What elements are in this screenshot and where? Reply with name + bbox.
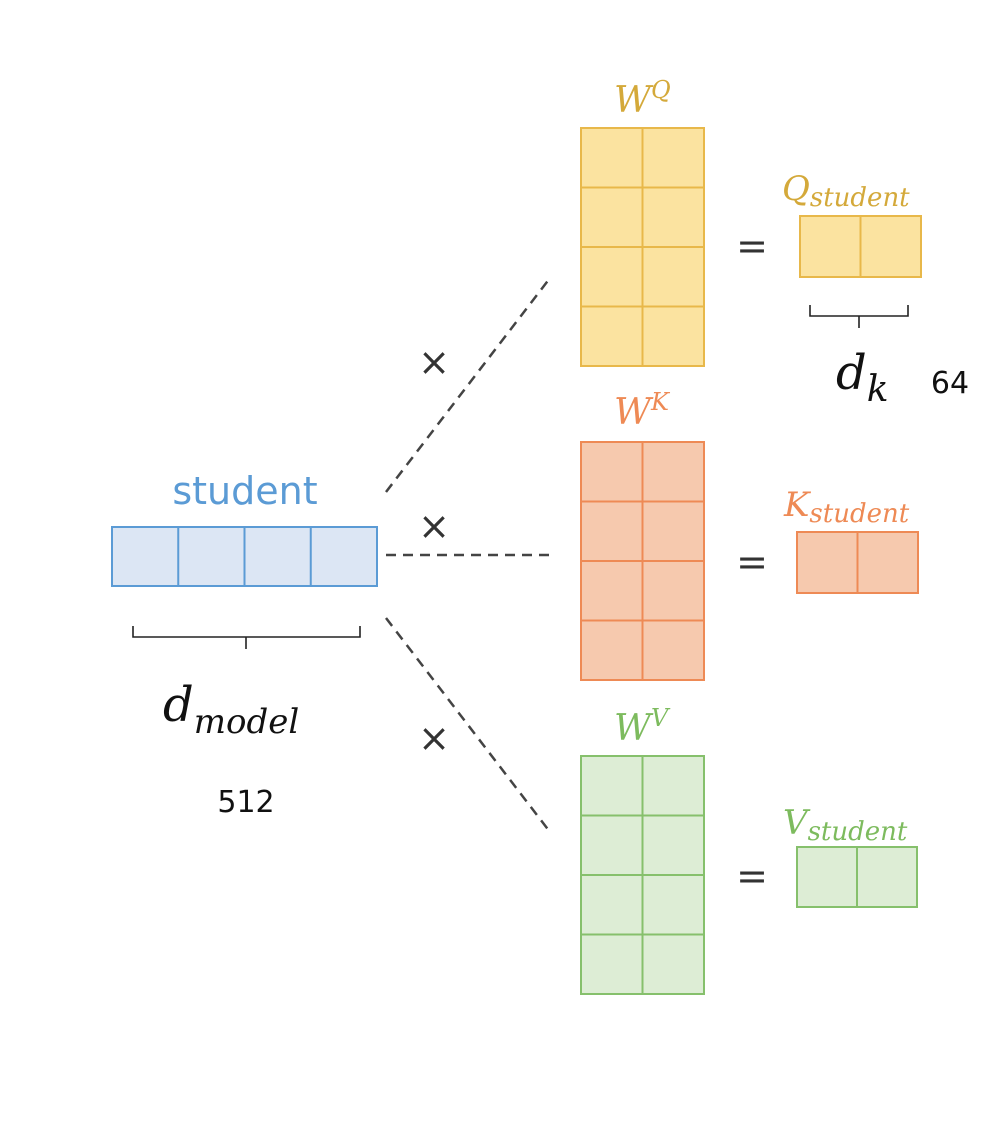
weight-matrix-v-group: WV = Vstudent bbox=[580, 704, 918, 995]
weight-matrix-k-label: WK bbox=[614, 388, 671, 433]
equals-sign-v: = bbox=[736, 854, 768, 898]
result-v-label: Vstudent bbox=[783, 803, 908, 847]
weight-matrix-v-label: WV bbox=[614, 704, 671, 749]
d-model-annotation: dmodel 512 bbox=[132, 626, 361, 820]
d-model-value: 512 bbox=[217, 785, 274, 820]
result-k-label: Kstudent bbox=[783, 485, 910, 529]
d-model-symbol: dmodel bbox=[163, 677, 299, 742]
input-vector-dividers bbox=[177, 527, 312, 586]
weight-matrix-q-group: WQ = Qstudent bbox=[580, 76, 922, 367]
projection-lines bbox=[385, 277, 551, 833]
d-k-annotation: dk 64 bbox=[809, 305, 969, 410]
multiply-sign-k: × bbox=[418, 504, 450, 548]
d-k-symbol: dk bbox=[836, 345, 889, 410]
weight-matrices: WQ = Qstudent WK = Kstudent WV = Vstudent bbox=[580, 76, 922, 995]
input-vector-group: student bbox=[111, 469, 378, 587]
d-model-brace bbox=[132, 626, 361, 649]
equals-sign-q: = bbox=[736, 224, 768, 268]
weight-matrix-k-group: WK = Kstudent bbox=[580, 388, 919, 681]
multiply-sign-v: × bbox=[418, 716, 450, 760]
d-k-brace bbox=[809, 305, 909, 328]
projection-line-v bbox=[385, 617, 551, 833]
equals-sign-k: = bbox=[736, 540, 768, 584]
multiply-sign-q: × bbox=[418, 340, 450, 384]
result-q-label: Qstudent bbox=[782, 169, 910, 213]
d-k-value: 64 bbox=[931, 366, 969, 401]
projection-line-q bbox=[385, 277, 551, 493]
input-vector-label: student bbox=[172, 469, 317, 513]
weight-matrix-q-label: WQ bbox=[614, 76, 671, 121]
